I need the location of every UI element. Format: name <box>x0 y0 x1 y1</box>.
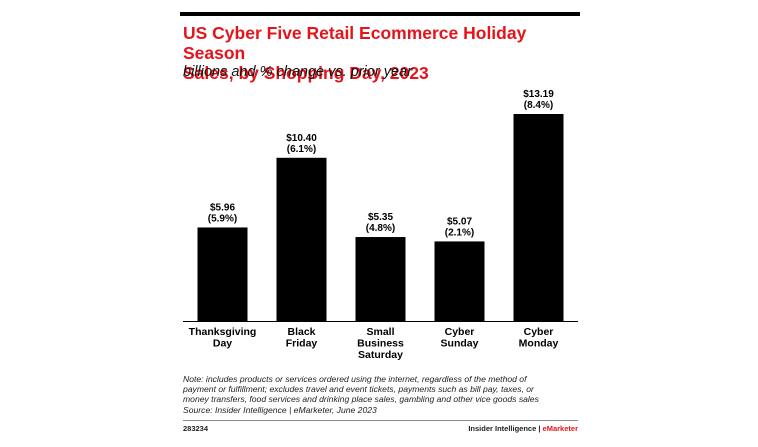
bar-value-label: $5.07 <box>447 216 472 227</box>
bar-pct-label: (5.9%) <box>208 213 237 224</box>
category-label: Black Friday <box>286 326 318 350</box>
brand-credit: Insider Intelligence | eMarketer <box>468 424 578 433</box>
chart-subtitle: billions and % change vs. prior year <box>183 64 412 80</box>
bar-value-label: $5.96 <box>210 202 235 213</box>
bar-value-label: $13.19 <box>523 89 554 100</box>
brand-accent: eMarketer <box>542 424 578 433</box>
category-label: Small Business Saturday <box>357 326 404 361</box>
bar-value-label: $10.40 <box>286 133 317 144</box>
labels-layer: $5.96(5.9%) Thanksgiving Day $10.40(6.1%) Bl… <box>189 89 559 361</box>
chart-id: 283234 <box>183 424 209 433</box>
top-rule <box>180 12 580 16</box>
bar-4 <box>513 114 564 321</box>
chart-title: US Cyber Five Retail Ecommerce Holiday S… <box>183 23 527 83</box>
bar-pct-label: (2.1%) <box>445 227 474 238</box>
brand-main: Insider Intelligence | <box>468 424 543 433</box>
bar-pct-label: (4.8%) <box>366 223 395 234</box>
bar-3 <box>434 241 485 321</box>
bar-0 <box>197 227 248 321</box>
bar-1 <box>276 157 327 321</box>
bar-pct-label: (6.1%) <box>287 144 316 155</box>
bar-value-label: $5.35 <box>368 212 393 223</box>
bars-layer <box>197 114 564 321</box>
bar-2 <box>355 237 406 321</box>
category-label: Cyber Monday <box>519 326 559 350</box>
category-label: Thanksgiving Day <box>189 326 257 350</box>
category-label: Cyber Sunday <box>441 326 479 350</box>
footer-rule <box>183 420 578 421</box>
footnote: Note: includes products or services orde… <box>183 374 539 415</box>
bar-pct-label: (8.4%) <box>524 100 553 111</box>
